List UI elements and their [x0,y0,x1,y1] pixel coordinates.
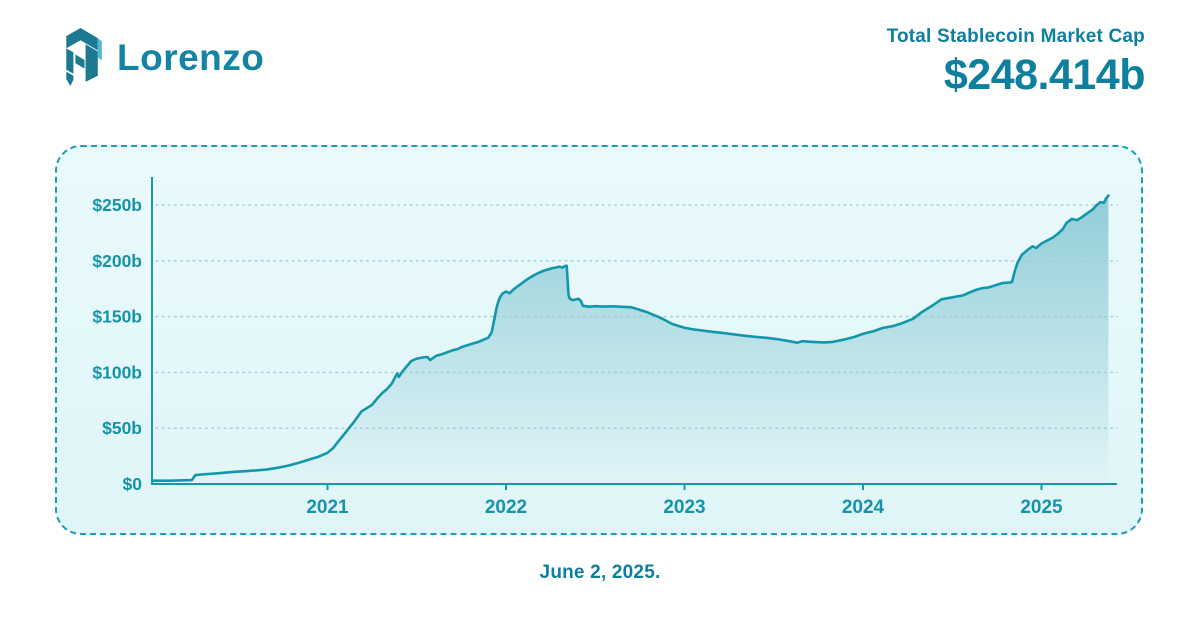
axes: 2021 2022 2023 2024 2025 $0 $50b $100b $150b $200… [92,177,1117,518]
header: Lorenzo Total Stablecoin Market Cap $248… [0,0,1200,145]
chart-svg[interactable]: 2021 2022 2023 2024 2025 $0 $50b $100b $150b $200… [57,147,1140,532]
area-fill [152,195,1109,484]
market-cap-stat: Total Stablecoin Market Cap $248.414b [886,26,1146,100]
x-tick-label: 2024 [842,497,885,518]
stat-value: $248.414b [943,51,1146,99]
chart-panel: 2021 2022 2023 2024 2025 $0 $50b $100b $150b $200… [55,145,1143,535]
lorenzo-logo-icon [66,28,102,86]
y-tick-label: $50b [102,418,142,438]
chart-date-caption: June 2, 2025. [539,562,661,583]
y-tick-label: $200b [92,251,142,271]
y-tick-label: $0 [123,474,143,494]
y-tick-label: $250b [92,195,142,215]
x-tick-label: 2025 [1020,497,1063,518]
logo-wordmark: Lorenzo [117,36,265,78]
y-tick-label: $100b [92,362,142,382]
stat-title: Total Stablecoin Market Cap [886,26,1145,47]
x-tick-label: 2022 [485,497,527,518]
market-cap-line [151,194,1110,483]
gridlines [155,204,1118,430]
lorenzo-logo: Lorenzo [57,27,264,88]
x-tick-label: 2023 [663,497,705,518]
x-tick-label: 2021 [306,497,349,518]
y-tick-label: $150b [92,307,142,327]
